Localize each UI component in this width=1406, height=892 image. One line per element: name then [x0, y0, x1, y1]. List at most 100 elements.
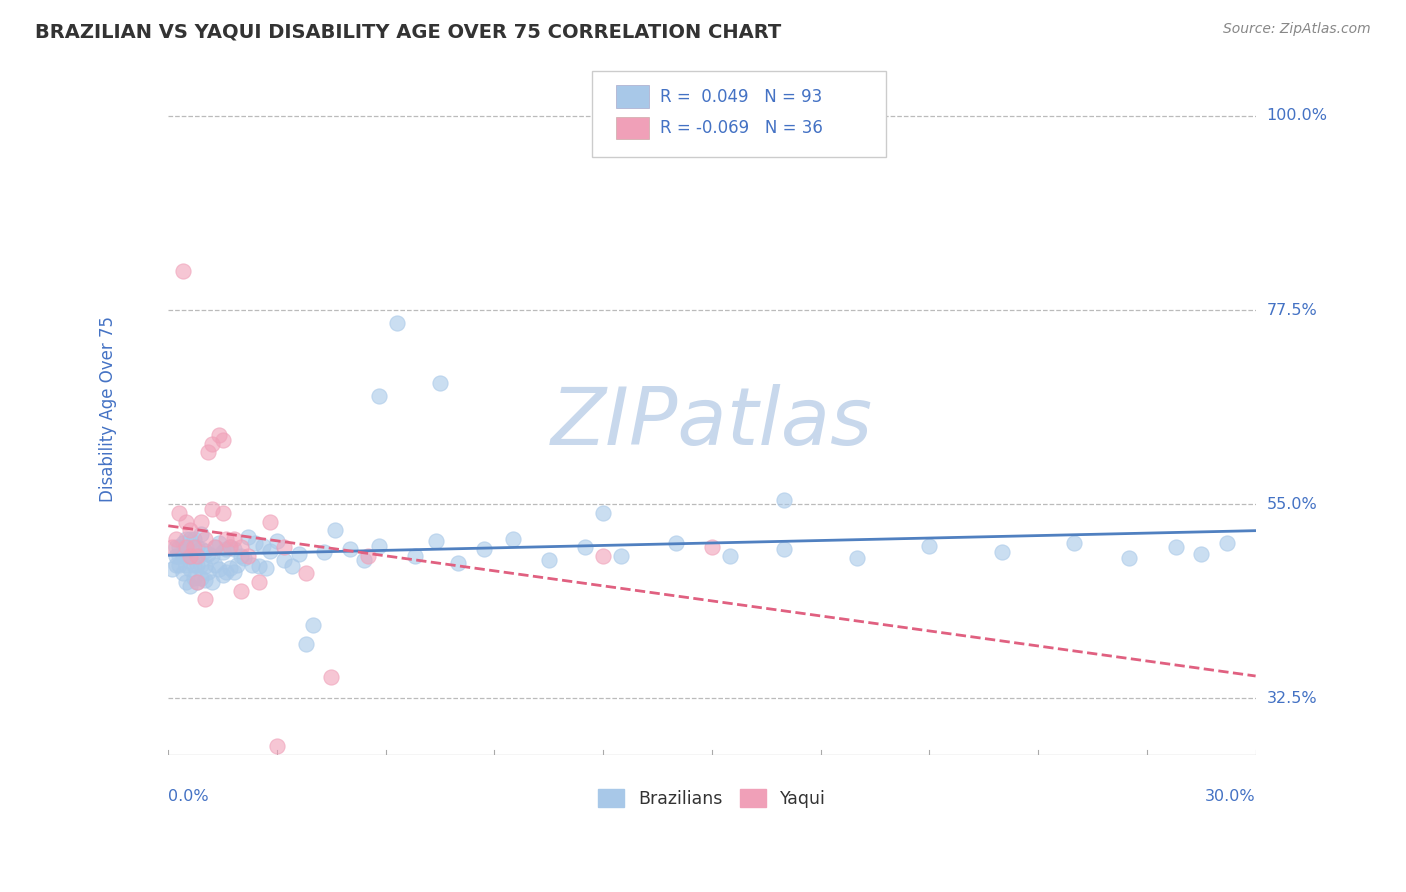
Point — [186, 574, 208, 589]
Text: R = -0.069   N = 36: R = -0.069 N = 36 — [659, 120, 823, 137]
Point — [172, 536, 194, 550]
Point — [247, 574, 270, 589]
Point — [845, 550, 868, 565]
Point — [245, 536, 267, 550]
Point — [339, 542, 361, 557]
Point — [167, 549, 190, 563]
Text: 100.0%: 100.0% — [1267, 108, 1327, 123]
Point — [226, 558, 249, 572]
FancyBboxPatch shape — [616, 86, 650, 108]
Point — [229, 541, 252, 555]
Point — [219, 561, 242, 575]
Point — [222, 542, 245, 557]
Point — [193, 592, 215, 607]
Text: Source: ZipAtlas.com: Source: ZipAtlas.com — [1223, 22, 1371, 37]
Point — [204, 541, 226, 555]
Point — [295, 637, 318, 651]
Point — [447, 556, 470, 570]
Point — [1215, 536, 1237, 550]
Point — [321, 670, 343, 684]
Point — [302, 618, 325, 632]
Point — [254, 561, 277, 575]
Point — [429, 376, 451, 391]
Point — [718, 549, 741, 563]
Point — [215, 565, 238, 579]
Point — [172, 566, 194, 581]
Point — [247, 559, 270, 574]
Point — [259, 544, 281, 558]
Point — [193, 559, 215, 574]
Point — [176, 558, 198, 572]
Point — [201, 574, 224, 589]
Text: 55.0%: 55.0% — [1267, 497, 1317, 512]
Point — [165, 532, 187, 546]
Point — [356, 549, 378, 563]
Point — [186, 549, 208, 563]
Point — [190, 527, 212, 541]
Legend: Brazilians, Yaqui: Brazilians, Yaqui — [592, 782, 832, 815]
Point — [385, 316, 408, 330]
Point — [165, 541, 187, 555]
Point — [167, 506, 190, 520]
Text: 0.0%: 0.0% — [169, 789, 209, 804]
Point — [197, 445, 219, 459]
Point — [295, 566, 318, 581]
Point — [353, 553, 375, 567]
Point — [197, 565, 219, 579]
Point — [918, 539, 941, 553]
Point — [190, 558, 212, 572]
Point — [183, 545, 205, 559]
Point — [204, 558, 226, 572]
Text: 32.5%: 32.5% — [1267, 691, 1317, 706]
Point — [266, 739, 288, 753]
Point — [233, 550, 256, 565]
Point — [211, 506, 233, 520]
Point — [186, 541, 208, 555]
Point — [179, 549, 201, 563]
Point — [183, 541, 205, 555]
Point — [1189, 547, 1212, 561]
Point — [259, 515, 281, 529]
Text: 77.5%: 77.5% — [1267, 302, 1317, 318]
Point — [404, 549, 426, 563]
Text: 30.0%: 30.0% — [1205, 789, 1256, 804]
Point — [201, 501, 224, 516]
Point — [190, 542, 212, 557]
Point — [211, 433, 233, 447]
Point — [167, 558, 190, 572]
Point — [208, 562, 231, 576]
Point — [229, 583, 252, 598]
Point — [179, 532, 201, 546]
Point — [314, 545, 336, 559]
Point — [176, 515, 198, 529]
Point — [179, 562, 201, 576]
Point — [176, 541, 198, 555]
Point — [323, 523, 346, 537]
Text: BRAZILIAN VS YAQUI DISABILITY AGE OVER 75 CORRELATION CHART: BRAZILIAN VS YAQUI DISABILITY AGE OVER 7… — [35, 22, 782, 41]
FancyBboxPatch shape — [616, 117, 650, 139]
Point — [1164, 541, 1187, 555]
Point — [193, 544, 215, 558]
Point — [229, 549, 252, 563]
Point — [211, 568, 233, 582]
Point — [665, 536, 688, 550]
Point — [236, 530, 259, 544]
Point — [574, 541, 596, 555]
Point — [273, 541, 295, 555]
Point — [287, 547, 309, 561]
Point — [190, 571, 212, 585]
Point — [179, 549, 201, 563]
Text: Disability Age Over 75: Disability Age Over 75 — [100, 317, 118, 502]
Point — [183, 571, 205, 585]
Point — [1118, 550, 1140, 565]
Point — [201, 549, 224, 563]
Point — [208, 536, 231, 550]
Point — [193, 532, 215, 546]
Point — [219, 541, 242, 555]
Point — [201, 437, 224, 451]
Point — [252, 539, 274, 553]
Point — [222, 532, 245, 546]
Text: ZIPatlas: ZIPatlas — [551, 384, 873, 462]
Point — [197, 547, 219, 561]
Point — [592, 549, 614, 563]
